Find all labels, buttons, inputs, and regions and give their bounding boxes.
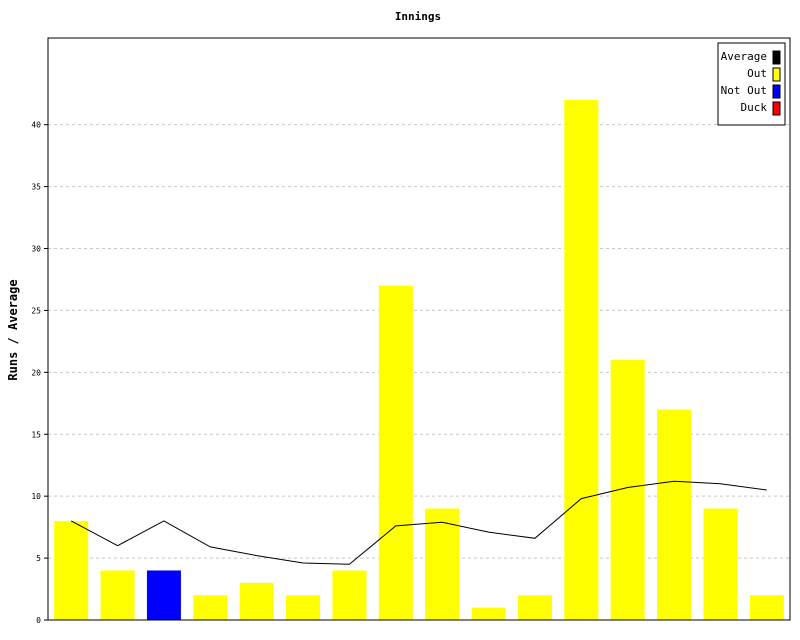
y-axis-label: Runs / Average [6,279,20,380]
bar-innings-3 [146,570,181,620]
bar-innings-14 [657,409,692,620]
legend-swatch [772,84,781,99]
bar-innings-5 [239,582,274,620]
y-tick-label: 40 [31,121,41,130]
bar-innings-4 [193,595,228,620]
bar-innings-12 [564,99,599,620]
y-tick-label: 35 [31,183,41,192]
legend-swatch [772,67,781,82]
y-axis-ticks: 0 5 10 15 20 25 30 35 40 [31,121,48,625]
bar-innings-2 [100,570,135,620]
y-tick-label: 20 [31,368,41,377]
bar-innings-11 [517,595,552,620]
bar-innings-6 [286,595,321,620]
bar-innings-8 [378,285,413,620]
y-tick-label: 5 [36,554,41,563]
bar-innings-16 [749,595,784,620]
legend-label: Duck [741,101,768,114]
legend-label: Not Out [721,84,767,97]
legend-swatch [772,101,781,116]
y-tick-label: 0 [36,616,41,625]
average-line [70,480,767,565]
legend-label: Out [747,67,767,80]
y-tick-label: 25 [31,306,41,315]
bar-innings-15 [703,508,738,620]
y-tick-label: 15 [31,430,41,439]
bar-series [54,99,784,620]
legend-label: Average [721,50,767,63]
bar-innings-1 [54,520,89,620]
y-tick-label: 30 [31,245,41,254]
bar-innings-10 [471,607,506,620]
average-series [70,480,767,565]
legend-swatch [772,50,781,65]
bar-innings-9 [425,508,460,620]
plot-frame [47,37,791,621]
bar-innings-7 [332,570,367,620]
y-tick-label: 10 [31,492,41,501]
chart-title: Innings [395,10,441,23]
legend: Average Out Not Out Duck [717,42,786,126]
